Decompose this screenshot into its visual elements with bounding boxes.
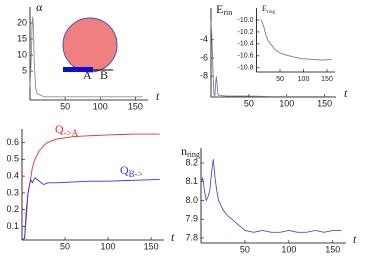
- y-tick-label: -8: [200, 70, 208, 80]
- data-line: [200, 159, 342, 233]
- x-tick-label: 100: [298, 76, 310, 83]
- x-tick-label: 100: [101, 241, 116, 251]
- x-tick-label: 150: [321, 76, 333, 83]
- x-axis-label: t: [353, 232, 357, 246]
- y-tick-label: 0.1: [6, 221, 19, 231]
- data-line: [21, 133, 160, 241]
- y-tick-label: 20: [17, 17, 27, 27]
- y-axis-label-main: E: [262, 4, 267, 13]
- y-tick-label: -10.8: [238, 65, 254, 72]
- y-tick-label: -10.6: [238, 53, 254, 60]
- y-tick-label: 10: [17, 49, 27, 59]
- data-line: [210, 21, 333, 97]
- y-tick-label: 8.2: [185, 157, 198, 167]
- point-label: B: [100, 68, 108, 82]
- y-tick-label: 15: [17, 33, 27, 43]
- x-tick-label: 100: [279, 98, 294, 108]
- y-tick-label: 7.8: [185, 232, 198, 242]
- y-tick-label: 0.6: [6, 137, 19, 147]
- point-label: A: [83, 68, 92, 82]
- y-axis-label: nring: [181, 144, 200, 159]
- x-tick-label: 50: [244, 98, 254, 108]
- x-axis-label: t: [344, 86, 348, 100]
- y-axis-label-sub: ring: [223, 8, 236, 17]
- y-axis-label-sub: ring: [187, 150, 200, 159]
- y-tick-label: 0.5: [6, 154, 19, 164]
- y-tick-label: 8.1: [185, 176, 198, 186]
- x-tick-label: 50: [60, 101, 70, 111]
- y-tick-label: 8.0: [185, 195, 198, 205]
- inset-background: [232, 4, 341, 82]
- x-tick-label: 100: [93, 101, 108, 111]
- series-label-main: Q: [120, 163, 129, 177]
- y-axis-label: Ering: [216, 2, 236, 17]
- y-tick-label: 0.4: [6, 170, 19, 180]
- y-tick-label: -10.4: [238, 41, 254, 48]
- x-axis-label: t: [171, 230, 175, 244]
- data-line: [260, 19, 332, 61]
- y-tick-label: 7.9: [185, 214, 198, 224]
- x-tick-label: 50: [60, 241, 70, 251]
- y-axis-label-main: α: [36, 0, 43, 14]
- x-tick-label: 100: [281, 244, 296, 254]
- y-tick-label: -4: [200, 34, 208, 44]
- y-tick-label: -10.2: [238, 29, 254, 36]
- series-label: QB->: [120, 163, 143, 179]
- y-axis-label-main: n: [181, 144, 187, 158]
- x-tick-label: 150: [325, 244, 340, 254]
- y-tick-label: 0.2: [6, 204, 19, 214]
- series-label-main: Q: [55, 122, 64, 136]
- series-label: Q->A: [55, 122, 79, 138]
- x-tick-label: 50: [276, 76, 284, 83]
- y-axis-label: Ering: [262, 4, 275, 15]
- droplet: [62, 17, 118, 73]
- y-tick-label: -6: [200, 52, 208, 62]
- y-axis-label-sub: ring: [267, 10, 276, 15]
- y-axis-label: α: [36, 0, 43, 14]
- substrate-patch: [63, 67, 93, 72]
- x-tick-label: 150: [128, 101, 143, 111]
- series-label-sub: B->: [129, 169, 143, 179]
- data-line: [29, 16, 143, 98]
- series-label-sub: ->A: [64, 128, 79, 138]
- x-axis-label: t: [156, 89, 160, 103]
- y-axis-label-main: E: [216, 2, 223, 16]
- x-tick-label: 50: [240, 244, 250, 254]
- y-tick-label: -10.0: [238, 17, 254, 24]
- y-tick-label: 5: [22, 66, 27, 76]
- data-line: [21, 177, 160, 241]
- x-tick-label: 150: [144, 241, 159, 251]
- x-tick-label: 150: [317, 98, 332, 108]
- y-tick-label: 0.3: [6, 187, 19, 197]
